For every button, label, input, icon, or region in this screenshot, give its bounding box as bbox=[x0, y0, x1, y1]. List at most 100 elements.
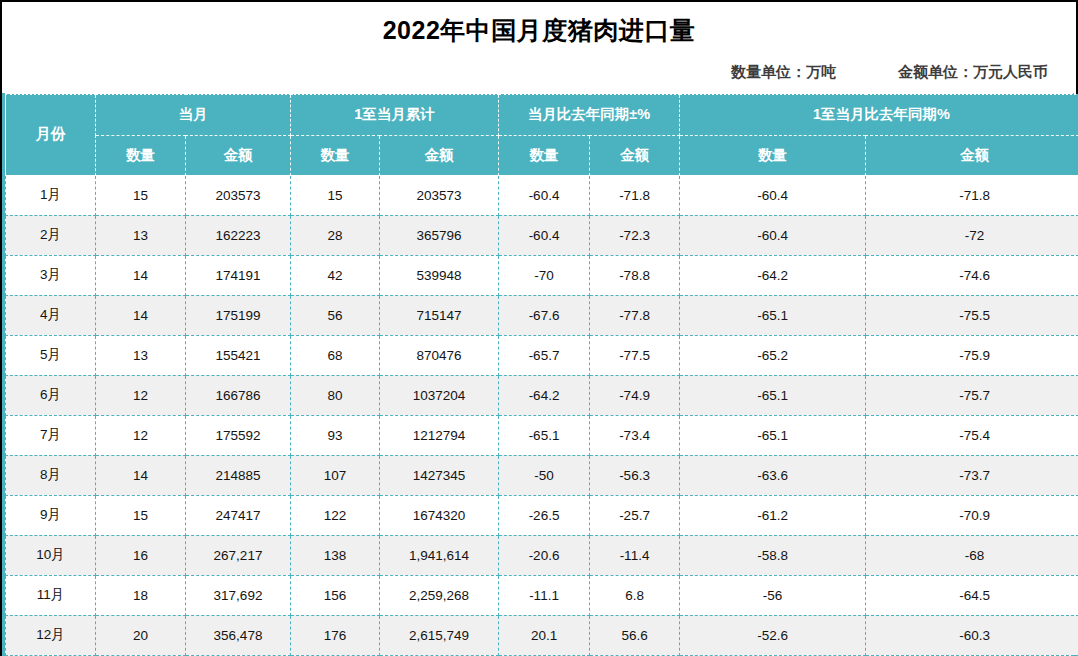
column-group-2: 1至当月累计 bbox=[291, 94, 499, 135]
data-cell-c5: -67.6 bbox=[499, 295, 590, 335]
data-cell-c4: 1674320 bbox=[380, 495, 499, 535]
data-cell-c3: 156 bbox=[291, 575, 380, 615]
data-cell-c3: 138 bbox=[291, 535, 380, 575]
data-cell-c5: -70 bbox=[499, 255, 590, 295]
table-row: 5月1315542168870476-65.7-77.5-65.2-75.9 bbox=[6, 335, 1078, 375]
data-cell-c6: 6.8 bbox=[590, 575, 680, 615]
data-cell-c4: 1427345 bbox=[380, 455, 499, 495]
data-cell-c2: 203573 bbox=[186, 175, 291, 215]
table-row: 4月1417519956715147-67.6-77.8-65.1-75.5 bbox=[6, 295, 1078, 335]
data-cell-c8: -60.3 bbox=[866, 615, 1078, 655]
table-row: 10月16267,2171381,941,614-20.6-11.4-58.8-… bbox=[6, 535, 1078, 575]
table-row: 8月142148851071427345-50-56.3-63.6-73.7 bbox=[6, 455, 1078, 495]
data-cell-c8: -68 bbox=[866, 535, 1078, 575]
data-cell-c8: -75.4 bbox=[866, 415, 1078, 455]
month-cell: 2月 bbox=[6, 215, 96, 255]
data-cell-c6: -77.5 bbox=[590, 335, 680, 375]
data-cell-c5: -65.1 bbox=[499, 415, 590, 455]
data-cell-c2: 247417 bbox=[186, 495, 291, 535]
data-cell-c1: 20 bbox=[96, 615, 186, 655]
data-cell-c7: -61.2 bbox=[680, 495, 866, 535]
month-cell: 8月 bbox=[6, 455, 96, 495]
data-cell-c8: -64.5 bbox=[866, 575, 1078, 615]
data-cell-c3: 80 bbox=[291, 375, 380, 415]
data-cell-c4: 1037204 bbox=[380, 375, 499, 415]
data-cell-c4: 870476 bbox=[380, 335, 499, 375]
data-cell-c5: -65.7 bbox=[499, 335, 590, 375]
data-cell-c1: 15 bbox=[96, 495, 186, 535]
data-cell-c5: 20.1 bbox=[499, 615, 590, 655]
data-cell-c8: -75.9 bbox=[866, 335, 1078, 375]
column-group-1: 当月 bbox=[96, 94, 291, 135]
month-cell: 10月 bbox=[6, 535, 96, 575]
subheader-group2-col2: 金额 bbox=[380, 135, 499, 175]
data-cell-c5: -50 bbox=[499, 455, 590, 495]
data-cell-c8: -73.7 bbox=[866, 455, 1078, 495]
data-cell-c7: -65.2 bbox=[680, 335, 866, 375]
subheader-group4-col1: 数量 bbox=[680, 135, 866, 175]
data-cell-c1: 13 bbox=[96, 215, 186, 255]
table-body: 1月1520357315203573-60.4-71.8-60.4-71.82月… bbox=[6, 175, 1078, 655]
month-cell: 1月 bbox=[6, 175, 96, 215]
data-cell-c8: -75.7 bbox=[866, 375, 1078, 415]
data-cell-c4: 203573 bbox=[380, 175, 499, 215]
data-cell-c2: 174191 bbox=[186, 255, 291, 295]
table-row: 7月12175592931212794-65.1-73.4-65.1-75.4 bbox=[6, 415, 1078, 455]
data-cell-c6: -25.7 bbox=[590, 495, 680, 535]
data-cell-c6: -74.9 bbox=[590, 375, 680, 415]
data-cell-c1: 14 bbox=[96, 255, 186, 295]
data-cell-c7: -56 bbox=[680, 575, 866, 615]
data-cell-c8: -72 bbox=[866, 215, 1078, 255]
data-cell-c3: 42 bbox=[291, 255, 380, 295]
data-cell-c3: 28 bbox=[291, 215, 380, 255]
table-header: 月份当月1至当月累计当月比去年同期±%1至当月比去年同期%数量金额数量金额数量金… bbox=[6, 94, 1078, 175]
unit-notes: 数量单位：万吨 金额单位：万元人民币 bbox=[2, 63, 1076, 82]
subheader-group4-col2: 金额 bbox=[866, 135, 1078, 175]
data-cell-c2: 166786 bbox=[186, 375, 291, 415]
unit-note-amount: 金额单位：万元人民币 bbox=[898, 63, 1048, 82]
data-cell-c8: -70.9 bbox=[866, 495, 1078, 535]
table-row: 12月20356,4781762,615,74920.156.6-52.6-60… bbox=[6, 615, 1078, 655]
report-frame: 2022年中国月度猪肉进口量 数量单位：万吨 金额单位：万元人民币 月份当月1至… bbox=[0, 0, 1078, 656]
data-cell-c3: 56 bbox=[291, 295, 380, 335]
subheader-group1-col2: 金额 bbox=[186, 135, 291, 175]
data-cell-c3: 122 bbox=[291, 495, 380, 535]
data-cell-c3: 93 bbox=[291, 415, 380, 455]
data-cell-c1: 12 bbox=[96, 415, 186, 455]
page-title: 2022年中国月度猪肉进口量 bbox=[2, 2, 1076, 45]
data-cell-c2: 155421 bbox=[186, 335, 291, 375]
column-group-3: 当月比去年同期±% bbox=[499, 94, 680, 135]
data-cell-c4: 715147 bbox=[380, 295, 499, 335]
table-row: 6月12166786801037204-64.2-74.9-65.1-75.7 bbox=[6, 375, 1078, 415]
month-cell: 3月 bbox=[6, 255, 96, 295]
subheader-group3-col2: 金额 bbox=[590, 135, 680, 175]
month-cell: 9月 bbox=[6, 495, 96, 535]
data-cell-c1: 13 bbox=[96, 335, 186, 375]
data-cell-c8: -74.6 bbox=[866, 255, 1078, 295]
data-cell-c7: -63.6 bbox=[680, 455, 866, 495]
data-cell-c5: -11.1 bbox=[499, 575, 590, 615]
table-row: 1月1520357315203573-60.4-71.8-60.4-71.8 bbox=[6, 175, 1078, 215]
data-cell-c5: -64.2 bbox=[499, 375, 590, 415]
data-cell-c6: -72.3 bbox=[590, 215, 680, 255]
data-cell-c2: 317,692 bbox=[186, 575, 291, 615]
data-cell-c1: 14 bbox=[96, 295, 186, 335]
data-cell-c5: -20.6 bbox=[499, 535, 590, 575]
data-cell-c6: -56.3 bbox=[590, 455, 680, 495]
data-cell-c8: -75.5 bbox=[866, 295, 1078, 335]
data-cell-c4: 2,259,268 bbox=[380, 575, 499, 615]
data-cell-c7: -65.1 bbox=[680, 415, 866, 455]
data-cell-c1: 18 bbox=[96, 575, 186, 615]
import-table-wrapper: 月份当月1至当月累计当月比去年同期±%1至当月比去年同期%数量金额数量金额数量金… bbox=[2, 93, 1076, 656]
month-cell: 5月 bbox=[6, 335, 96, 375]
data-cell-c8: -71.8 bbox=[866, 175, 1078, 215]
data-cell-c1: 15 bbox=[96, 175, 186, 215]
data-cell-c6: -77.8 bbox=[590, 295, 680, 335]
data-cell-c4: 365796 bbox=[380, 215, 499, 255]
table-row: 3月1417419142539948-70-78.8-64.2-74.6 bbox=[6, 255, 1078, 295]
data-cell-c2: 175592 bbox=[186, 415, 291, 455]
data-cell-c5: -60.4 bbox=[499, 175, 590, 215]
data-cell-c2: 356,478 bbox=[186, 615, 291, 655]
table-row: 11月18317,6921562,259,268-11.16.8-56-64.5 bbox=[6, 575, 1078, 615]
month-cell: 11月 bbox=[6, 575, 96, 615]
